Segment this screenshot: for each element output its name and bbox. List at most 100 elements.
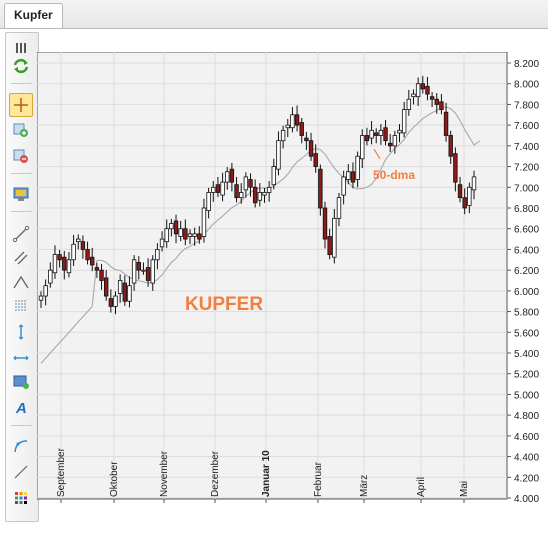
candle-body <box>145 267 151 281</box>
candle-body <box>378 129 384 136</box>
candle-body <box>117 280 123 294</box>
candle-body <box>406 98 412 111</box>
channel-icon[interactable] <box>10 247 32 269</box>
candle-body <box>173 220 179 235</box>
candle-body <box>252 186 258 204</box>
y-tick-label: 7.600 <box>514 121 539 132</box>
horizontal-line-icon[interactable] <box>10 347 32 369</box>
candle-body <box>336 197 342 219</box>
zoom-in-icon[interactable] <box>10 119 32 141</box>
plot-area <box>36 51 508 500</box>
candle-body <box>136 261 141 271</box>
panel-handle-icon[interactable] <box>10 37 32 59</box>
candle-body <box>401 109 407 134</box>
candle-body <box>211 186 216 193</box>
candle-body <box>355 155 360 180</box>
chart-settings-icon[interactable] <box>10 183 32 205</box>
candle-body <box>448 135 453 157</box>
candle-body <box>94 267 100 271</box>
candle-body <box>397 129 402 134</box>
y-tick-label: 4.200 <box>514 473 539 484</box>
candle-body <box>266 186 272 193</box>
x-tick-label: September <box>56 447 67 497</box>
candle-body <box>411 93 416 98</box>
candle-body <box>322 207 328 240</box>
candle-body <box>341 176 346 196</box>
trendline-icon[interactable] <box>10 223 32 245</box>
x-tick-label: Mai <box>459 481 470 497</box>
candle-body <box>215 184 221 193</box>
tab-kupfer[interactable]: Kupfer <box>4 3 63 28</box>
candle-body <box>453 153 458 183</box>
candle-body <box>290 114 295 129</box>
candle-body <box>299 122 304 136</box>
candle-body <box>192 233 197 237</box>
candles-layer <box>38 75 477 315</box>
candle-body <box>85 249 90 261</box>
y-tick-label: 8.200 <box>514 59 539 70</box>
annotation-pointer <box>373 148 381 160</box>
y-tick-label: 6.400 <box>514 245 539 256</box>
candle-body <box>131 259 137 284</box>
y-tick-label: 4.800 <box>514 411 539 422</box>
candle-body <box>262 192 267 196</box>
watermark-text: KUPFER <box>185 294 263 315</box>
text-icon[interactable]: A <box>10 396 32 418</box>
svg-text:A: A <box>15 400 27 416</box>
candle-body <box>66 259 72 274</box>
candle-body <box>350 171 356 183</box>
x-tick-label: Januar 10 <box>261 450 272 497</box>
toolbar-separator <box>11 173 32 174</box>
x-tick-label: Dezember <box>210 450 221 497</box>
price-chart[interactable]: KUPFER 50-dma 4.000 4.200 4.400 4.600 4.800 5… <box>36 51 548 528</box>
candle-body <box>457 184 463 199</box>
refresh-icon[interactable] <box>10 55 32 77</box>
candle-body <box>369 129 374 139</box>
fibonacci-icon[interactable] <box>10 295 32 317</box>
candle-body <box>164 228 169 243</box>
candle-body <box>318 168 323 209</box>
palette-icon[interactable] <box>10 487 32 509</box>
y-tick-label: 7.400 <box>514 142 539 153</box>
x-tick-label: April <box>416 477 427 497</box>
y-tick-label: 7.000 <box>514 183 539 194</box>
ray-icon[interactable] <box>10 461 32 483</box>
candle-body <box>169 223 174 230</box>
y-tick-label: 4.600 <box>514 432 539 443</box>
y-axis: 4.000 4.200 4.400 4.600 4.800 5.000 5.200 5.400… <box>507 59 539 505</box>
candle-body <box>62 256 67 271</box>
x-tick-label: November <box>159 450 170 497</box>
zoom-out-icon[interactable] <box>10 145 32 167</box>
angle-icon[interactable] <box>10 271 32 293</box>
candle-body <box>197 233 202 240</box>
candle-body <box>439 101 444 111</box>
crosshair-icon[interactable] <box>9 93 33 117</box>
candle-body <box>141 269 146 272</box>
drawing-toolbar: A <box>5 32 39 522</box>
vertical-line-icon[interactable] <box>10 321 32 343</box>
y-tick-label: 5.400 <box>514 349 539 360</box>
candle-body <box>76 238 81 243</box>
y-tick-label: 7.200 <box>514 163 539 174</box>
y-tick-label: 4.400 <box>514 453 539 464</box>
candle-body <box>392 135 398 147</box>
candle-body <box>113 295 118 307</box>
candle-body <box>332 217 337 258</box>
y-tick-label: 5.600 <box>514 328 539 339</box>
y-tick-label: 6.000 <box>514 287 539 298</box>
grid-lines <box>37 52 507 499</box>
candle-body <box>99 269 104 281</box>
tab-bar: Kupfer <box>0 0 548 29</box>
rectangle-icon[interactable] <box>10 371 32 393</box>
candle-body <box>313 153 318 167</box>
candle-body <box>71 243 76 261</box>
candle-body <box>294 114 300 126</box>
candle-body <box>178 228 183 237</box>
candle-body <box>52 254 58 274</box>
x-tick-label: Februar <box>313 461 324 497</box>
candle-body <box>187 233 193 237</box>
chart-svg: KUPFER 50-dma 4.000 4.200 4.400 4.600 4.800 5… <box>36 51 539 505</box>
y-tick-label: 4.000 <box>514 494 539 505</box>
arc-icon[interactable] <box>10 435 32 457</box>
candle-body <box>425 85 430 95</box>
